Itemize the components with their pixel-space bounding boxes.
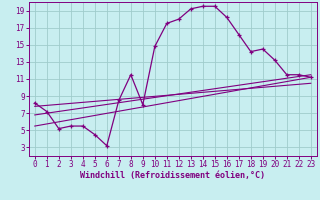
X-axis label: Windchill (Refroidissement éolien,°C): Windchill (Refroidissement éolien,°C) <box>80 171 265 180</box>
